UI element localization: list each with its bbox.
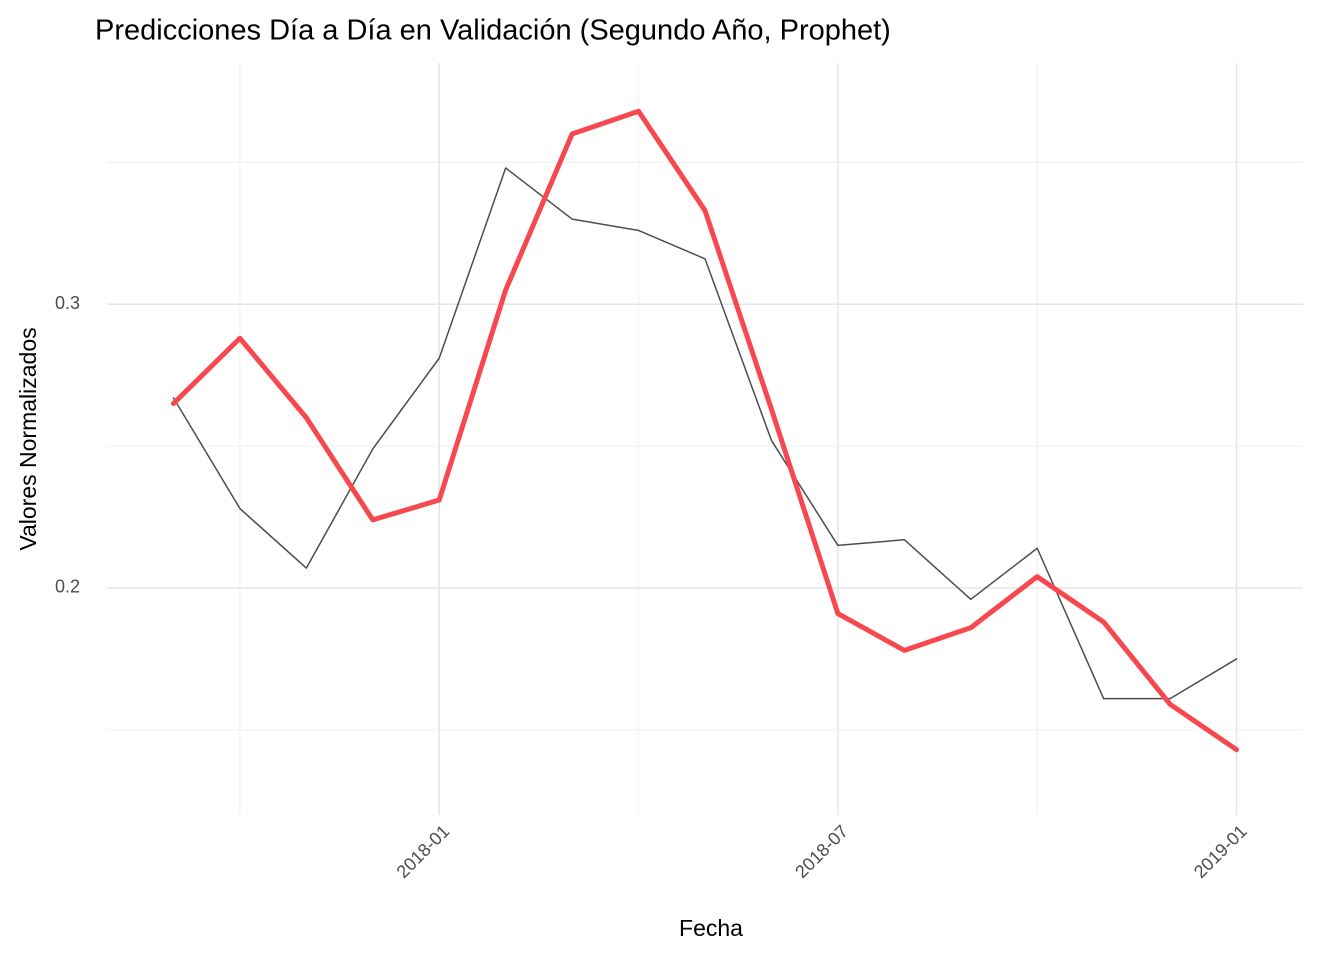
y-axis-title: Valores Normalizados	[15, 327, 41, 550]
data-line	[170, 108, 1240, 753]
y-tick-label: 0.2	[55, 577, 80, 597]
chart-title: Predicciones Día a Día en Validación (Se…	[95, 15, 891, 47]
x-axis-title: Fecha	[679, 915, 743, 941]
y-tick-label: 0.3	[55, 293, 80, 313]
